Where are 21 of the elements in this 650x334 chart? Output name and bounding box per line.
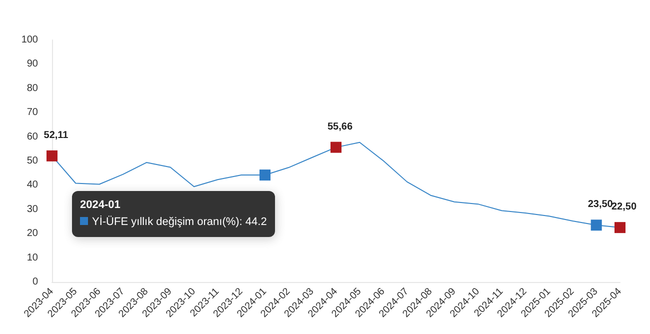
y-tick-label: 50 (26, 156, 38, 166)
annotation: 2024-01 (80, 198, 122, 213)
point (330, 142, 342, 153)
y-tick-label: 0 (32, 276, 38, 288)
point (260, 170, 270, 181)
y-tick-label: 10 (26, 252, 38, 264)
y-tick-label: 60 (26, 131, 38, 142)
annotation: Yİ-ÜFE yıllık değişim oranı(%): 44.2 (91, 214, 267, 230)
y-tick-label: 80 (26, 82, 38, 94)
y-tick-label: 20 (26, 228, 38, 240)
y-tick-label: 90 (26, 58, 38, 70)
y-tick-label: 70 (26, 107, 38, 118)
point (590, 220, 602, 231)
point (614, 222, 626, 234)
data-label: 22,50 (611, 202, 637, 213)
data-label: 55,66 (327, 121, 353, 132)
data-label: 52,11 (44, 130, 69, 141)
y-tick-label: 40 (26, 180, 38, 191)
point (46, 150, 58, 162)
y-tick-label: 100 (21, 34, 38, 46)
y-tick-label: 30 (26, 204, 38, 215)
